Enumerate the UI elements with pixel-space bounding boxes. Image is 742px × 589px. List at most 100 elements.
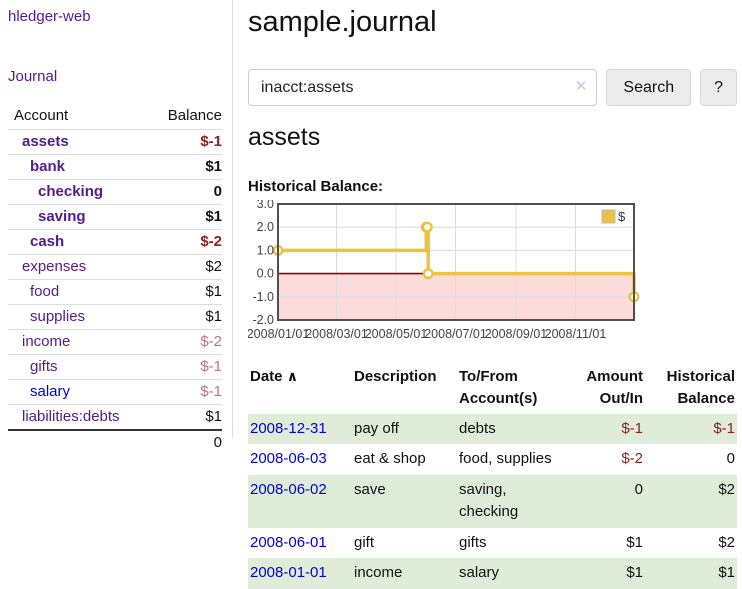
sidebar-nav: Journal [8,68,222,85]
search-help-button[interactable]: ? [700,69,737,106]
transaction-description: pay off [354,419,399,437]
account-row: cash $-2 [8,229,222,255]
app-brand: hledger-web [8,8,222,25]
sidebar-account-link[interactable]: liabilities:debts [22,408,120,425]
account-row: salary $-1 [8,379,222,405]
x-tick-label: 2008/11/01 [545,327,607,341]
transaction-description: income [354,564,403,581]
accounts-header-balance: Balance [146,104,222,130]
account-balance: $-2 [146,229,222,255]
search-input[interactable] [248,69,598,106]
sidebar-account-link[interactable]: supplies [30,308,86,325]
sidebar-account-link[interactable]: checking [38,183,104,200]
transaction-balance: $2 [718,480,735,498]
transaction-balance: $1 [718,564,735,581]
register-header-date[interactable]: Date ∧ [250,368,299,385]
transaction-accounts: salary [459,564,500,581]
transaction-accounts: gifts [459,533,487,551]
transaction-amount: $1 [626,564,643,581]
transaction-balance: $2 [718,533,735,551]
register-header-accounts: To/From Account(s) [459,368,538,407]
y-tick-label: -1.0 [252,290,274,304]
x-tick-label: 2008/05/01 [365,327,428,341]
transaction-date-link[interactable]: 2008-06-01 [250,533,327,551]
register-header-row: Date ∧ Description To/From Account(s) Am… [248,364,737,414]
transaction-accounts: saving, checking [459,480,519,521]
register-header-balance: Historical Balance [666,368,735,407]
transaction-row[interactable]: 2008-06-01 gift gifts $1 $2 [248,528,737,559]
y-tick-label: -2.0 [252,313,274,327]
accounts-header-row: Account Balance [8,104,222,130]
account-row: expenses $2 [8,254,222,280]
transaction-amount: $-2 [621,450,643,467]
transaction-amount: 0 [634,480,643,498]
transaction-date-link[interactable]: 2008-06-03 [250,450,327,467]
sidebar-account-link[interactable]: income [22,333,71,350]
transaction-accounts: food, supplies [459,450,552,467]
y-tick-label: 0.0 [257,267,274,281]
legend-label: $ [618,209,626,224]
account-balance: $1 [146,304,222,330]
transaction-balance: 0 [726,450,735,467]
x-tick-label: 2008/07/01 [424,327,487,341]
sidebar-account-link[interactable]: saving [38,208,86,225]
transaction-date: 2008-06-01 [248,528,346,559]
search-form: ✕ Search ? [248,69,737,106]
sidebar: hledger-web Journal Account Balance asse… [0,0,233,455]
accounts-header-account: Account [8,104,147,130]
data-point-marker [421,221,433,233]
transaction-row[interactable]: 2008-01-01 income salary $1 $1 [248,558,737,589]
register-table: Date ∧ Description To/From Account(s) Am… [248,364,737,589]
x-tick-label: 2008/09/01 [485,327,548,341]
sidebar-account-link[interactable]: cash [30,233,65,250]
transaction-amount: $1 [626,533,643,551]
page-title: sample.journal [248,6,437,38]
transaction-date: 2008-01-01 [248,558,346,589]
account-row: gifts $-1 [8,354,222,380]
sidebar-account-link[interactable]: salary [30,383,71,400]
accounts-table: Account Balance assets $-1 bank $1 checking 0… [8,104,222,455]
account-balance: $-1 [146,354,222,380]
account-row: checking 0 [8,179,222,205]
transaction-accounts: debts [459,419,496,437]
sidebar-account-link[interactable]: bank [30,158,66,175]
clear-search-icon[interactable]: ✕ [574,78,588,95]
x-tick-label: 2008/03/01 [305,327,368,341]
transaction-balance: $-1 [713,419,735,437]
account-row: saving $1 [8,204,222,230]
search-button[interactable]: Search [606,69,692,106]
transaction-row[interactable]: 2008-06-03 eat & shop food, supplies $-2 0 [248,444,737,475]
transaction-date: 2008-12-31 [248,414,346,445]
search-box: ✕ [248,69,598,106]
chart-canvas: $3.0 2.0 1.0 0.0 -1.0 -2.02008/01/012008/03/0… [247,197,640,341]
account-row: assets $-1 [8,129,222,155]
account-balance: $1 [146,404,222,431]
sidebar-account-link[interactable]: food [30,283,60,300]
accounts-total-spacer [8,429,147,455]
transaction-row[interactable]: 2008-12-31 pay off debts $-1 $-1 [248,413,737,445]
transaction-description: gift [354,533,375,551]
transaction-date-link[interactable]: 2008-12-31 [250,419,327,437]
account-balance: $-2 [146,329,222,355]
account-balance: $-1 [146,129,222,155]
x-tick-label: 2008/01/01 [248,327,309,341]
main-content: sample.journal ✕ Search ? assets Histori… [247,0,737,589]
account-row: bank $1 [8,154,222,180]
accounts-total-value: 0 [146,429,222,455]
sidebar-account-link[interactable]: gifts [30,358,58,375]
data-point-marker [422,268,434,280]
account-balance: $1 [146,204,222,230]
transaction-row[interactable]: 2008-06-02 save saving, checking 0 $2 [248,474,737,528]
register-header-amount: Amount Out/In [586,368,643,407]
sidebar-account-link[interactable]: assets [22,133,69,150]
transaction-date-link[interactable]: 2008-01-01 [250,564,327,581]
register-header-description: Description [354,368,437,385]
transaction-date: 2008-06-02 [248,475,346,528]
account-balance: $-1 [146,379,222,405]
sidebar-account-link[interactable]: expenses [22,258,87,275]
chart-title: Historical Balance: [248,178,384,195]
transaction-date-link[interactable]: 2008-06-02 [250,480,327,498]
brand-link[interactable]: hledger-web [8,8,91,25]
sidebar-item-journal[interactable]: Journal [8,68,58,85]
transaction-amount: $-1 [621,419,643,437]
